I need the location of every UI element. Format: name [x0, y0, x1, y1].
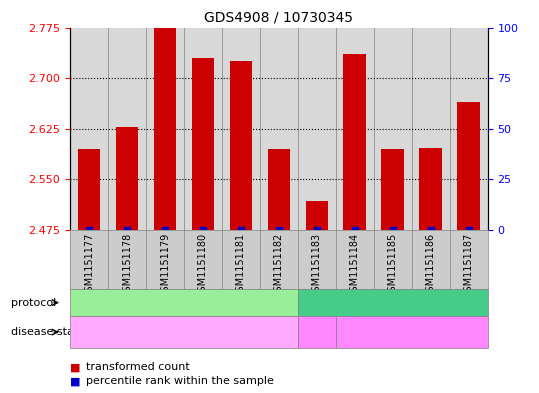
Bar — [230, 61, 252, 230]
Text: transformed count: transformed count — [86, 362, 190, 373]
Text: compen
sated
LV injury: compen sated LV injury — [300, 317, 334, 347]
Text: GSM1151186: GSM1151186 — [426, 233, 436, 298]
Text: GSM1151177: GSM1151177 — [84, 233, 94, 298]
Text: GSM1151185: GSM1151185 — [388, 233, 398, 298]
Bar — [154, 28, 176, 230]
Title: GDS4908 / 10730345: GDS4908 / 10730345 — [204, 11, 354, 25]
Bar — [382, 149, 404, 230]
Text: GSM1151187: GSM1151187 — [464, 233, 474, 298]
Bar — [458, 102, 480, 230]
Text: GSM1151183: GSM1151183 — [312, 233, 322, 298]
Bar — [343, 55, 367, 230]
Text: GSM1151179: GSM1151179 — [160, 233, 170, 298]
Bar — [191, 58, 215, 230]
Text: progressive decompensation of LV
and heart failure: progressive decompensation of LV and hea… — [340, 322, 484, 342]
Bar — [78, 149, 100, 230]
Text: ■: ■ — [70, 376, 80, 386]
Bar — [267, 149, 291, 230]
Text: sham operated: sham operated — [142, 298, 226, 308]
Bar — [306, 201, 328, 230]
Text: GSM1151181: GSM1151181 — [236, 233, 246, 298]
Bar — [116, 127, 139, 230]
Text: GSM1151182: GSM1151182 — [274, 233, 284, 298]
Text: large myocardial infarction: large myocardial infarction — [317, 298, 468, 308]
Text: protocol: protocol — [11, 298, 56, 308]
Text: control: control — [165, 327, 203, 337]
Text: GSM1151180: GSM1151180 — [198, 233, 208, 298]
Text: GSM1151178: GSM1151178 — [122, 233, 132, 298]
Text: disease state: disease state — [11, 327, 85, 337]
Text: GSM1151184: GSM1151184 — [350, 233, 360, 298]
Text: percentile rank within the sample: percentile rank within the sample — [86, 376, 274, 386]
Bar — [419, 148, 442, 230]
Text: ■: ■ — [70, 362, 80, 373]
